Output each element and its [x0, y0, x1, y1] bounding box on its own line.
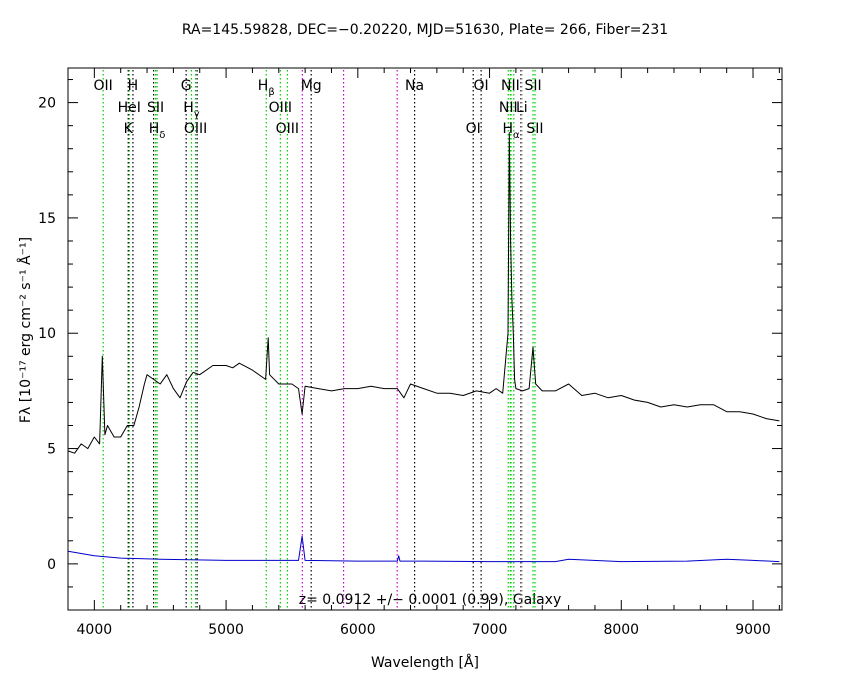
spectral-line-markers [102, 70, 536, 610]
line-label: OII [94, 78, 113, 94]
line-label: OI [474, 78, 489, 94]
line-label: OIII [269, 100, 292, 116]
x-tick-label: 8000 [603, 622, 639, 638]
y-tick-label: 20 [38, 96, 56, 112]
line-label: Hα [502, 121, 520, 141]
y-tick-label: 0 [47, 557, 56, 573]
line-label: Mg [301, 78, 322, 94]
x-tick-label: 9000 [735, 622, 771, 638]
y-tick-label: 5 [47, 442, 56, 458]
x-tick-label: 6000 [340, 622, 376, 638]
line-label: OIII [184, 121, 207, 137]
line-label: H [128, 78, 139, 94]
line-label: SII [524, 78, 541, 94]
line-label: Hγ [183, 100, 200, 120]
line-label: HeI [118, 100, 141, 116]
x-tick-label: 5000 [208, 622, 244, 638]
y-tick-label: 10 [38, 326, 56, 342]
redshift-annotation: z= 0.0912 +/− 0.0001 (0.99), Galaxy [299, 592, 562, 608]
spectrum-series [67, 132, 780, 563]
y-axis-label: Fλ [10⁻¹⁷ erg cm⁻² s⁻¹ Å⁻¹] [17, 237, 34, 423]
line-label: K [124, 121, 134, 137]
line-label: Na [405, 78, 424, 94]
axes: 4000 5000 6000 7000 8000 9000 0 5 10 15 20 [38, 67, 783, 638]
x-tick-label: 4000 [77, 622, 113, 638]
x-axis-label: Wavelength [Å] [371, 654, 479, 671]
line-label: G [181, 78, 192, 94]
series-error [67, 535, 780, 563]
line-label: OIII [276, 121, 299, 137]
y-tick-label: 15 [38, 211, 56, 227]
line-label: OI [466, 121, 481, 137]
series-flux [67, 132, 780, 454]
chart-title: RA=145.59828, DEC=−0.20220, MJD=51630, P… [182, 22, 668, 38]
line-label: NII [499, 100, 518, 116]
line-label: NII [501, 78, 520, 94]
line-label: SII [147, 100, 164, 116]
line-label: Hδ [149, 121, 166, 141]
x-tick-label: 7000 [472, 622, 508, 638]
line-label: SII [526, 121, 543, 137]
line-label: Hβ [258, 78, 275, 98]
line-label: Li [516, 100, 528, 116]
plot-frame [67, 67, 783, 611]
